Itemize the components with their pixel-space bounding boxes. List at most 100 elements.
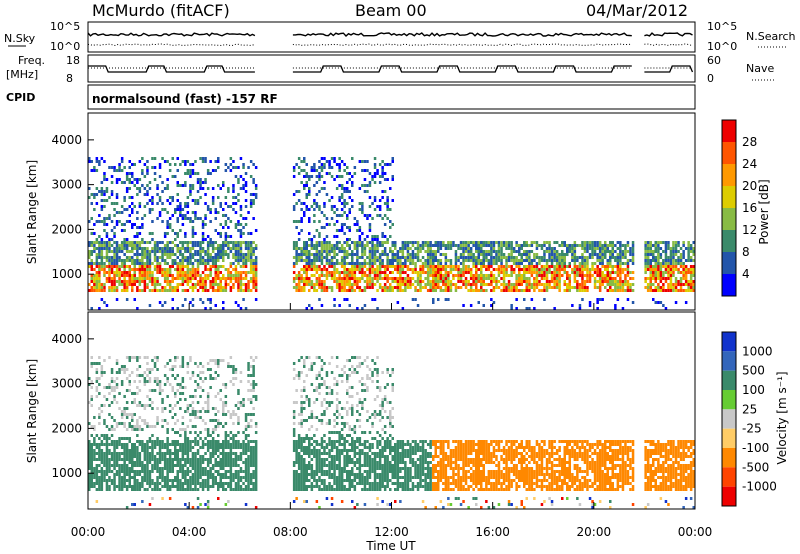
heatmap-cell [224,196,228,199]
heatmap-cell [199,455,202,458]
heatmap-cell [163,160,167,163]
heatmap-cell [103,223,106,226]
heatmap-cell [229,247,233,250]
heatmap-cell [156,244,159,247]
heatmap-cell [376,238,379,241]
heatmap-cell [174,476,177,479]
heatmap-cell [113,389,116,392]
heatmap-cell [346,214,349,217]
heatmap-cell [201,407,205,410]
heatmap-cell [98,286,101,289]
heatmap-cell [555,259,559,262]
heatmap-cell [624,283,627,286]
heatmap-cell [196,506,200,509]
heatmap-cell [432,274,435,277]
heatmap-cell [346,217,349,220]
heatmap-cell [103,359,106,362]
heatmap-cell [308,220,311,223]
heatmap-cell [146,476,149,479]
heatmap-cell [351,250,354,253]
heatmap-cell [548,283,551,286]
heatmap-cell [576,289,579,292]
heatmap-cell [174,365,177,368]
heatmap-cell [219,286,222,289]
heatmap-cell [191,374,195,377]
heatmap-cell [654,262,657,265]
heatmap-cell [629,253,632,256]
heatmap-cell [318,280,321,283]
heatmap-cell [136,422,139,425]
heatmap-cell [576,271,579,274]
heatmap-cell [328,253,331,256]
heatmap-cell [373,274,377,277]
heatmap-cell [136,286,139,289]
heatmap-cell [156,482,159,485]
heatmap-cell [123,452,126,455]
heatmap-cell [222,226,225,229]
heatmap-cell [125,473,129,476]
heatmap-cell [166,247,169,250]
heatmap-cell [356,220,359,223]
heatmap-cell [533,256,536,259]
heatmap-cell [186,211,190,214]
heatmap-cell [234,301,238,304]
heatmap-cell [416,256,420,259]
heatmap-cell [682,244,685,247]
heatmap-cell [181,449,185,452]
heatmap-cell [652,274,655,277]
heatmap-cell [338,163,341,166]
heatmap-cell [206,482,210,485]
heatmap-cell [214,362,217,365]
heatmap-cell [313,220,316,223]
heatmap-cell [100,241,104,244]
heatmap-cell [115,425,119,428]
heatmap-cell [303,259,306,262]
heatmap-cell [512,271,516,274]
heatmap-cell [184,271,187,274]
heatmap-cell [353,223,357,226]
heatmap-cell [475,259,478,262]
heatmap-cell [586,265,589,268]
heatmap-cell [146,404,149,407]
heatmap-cell [320,175,324,178]
heatmap-cell [118,422,121,425]
heatmap-cell [677,268,680,271]
heatmap-cell [204,401,207,404]
heatmap-cell [351,286,354,289]
heatmap-cell [131,371,134,374]
heatmap-cell [338,199,341,202]
heatmap-cell [333,157,336,160]
heatmap-cell [133,241,136,244]
heatmap-cell [103,274,106,277]
heatmap-cell [444,289,448,292]
heatmap-cell [523,241,526,244]
heatmap-cell [176,256,179,259]
heatmap-cell [105,485,109,488]
heatmap-cell [171,407,174,410]
heatmap-cell [90,380,93,383]
heatmap-cell [583,262,587,265]
heatmap-cell [108,392,111,395]
heatmap-cell [518,259,521,262]
heatmap-cell [340,271,344,274]
heatmap-cell [318,175,321,178]
heatmap-cell [163,289,167,292]
heatmap-cell [502,241,506,244]
heatmap-cell [196,497,200,500]
heatmap-cell [247,211,250,214]
heatmap-cell [292,262,296,265]
heatmap-cell [103,470,106,473]
heatmap-cell [214,425,217,428]
heatmap-cell [133,446,136,449]
heatmap-cell [133,443,136,446]
heatmap-cell [90,446,93,449]
heatmap-cell [176,283,179,286]
heatmap-cell [396,280,400,283]
heatmap-cell [426,262,430,265]
heatmap-cell [434,274,437,277]
heatmap-cell [305,250,308,253]
heatmap-cell [123,277,126,280]
heatmap-cell [624,277,627,280]
heatmap-cell [338,214,341,217]
heatmap-cell [518,277,521,280]
